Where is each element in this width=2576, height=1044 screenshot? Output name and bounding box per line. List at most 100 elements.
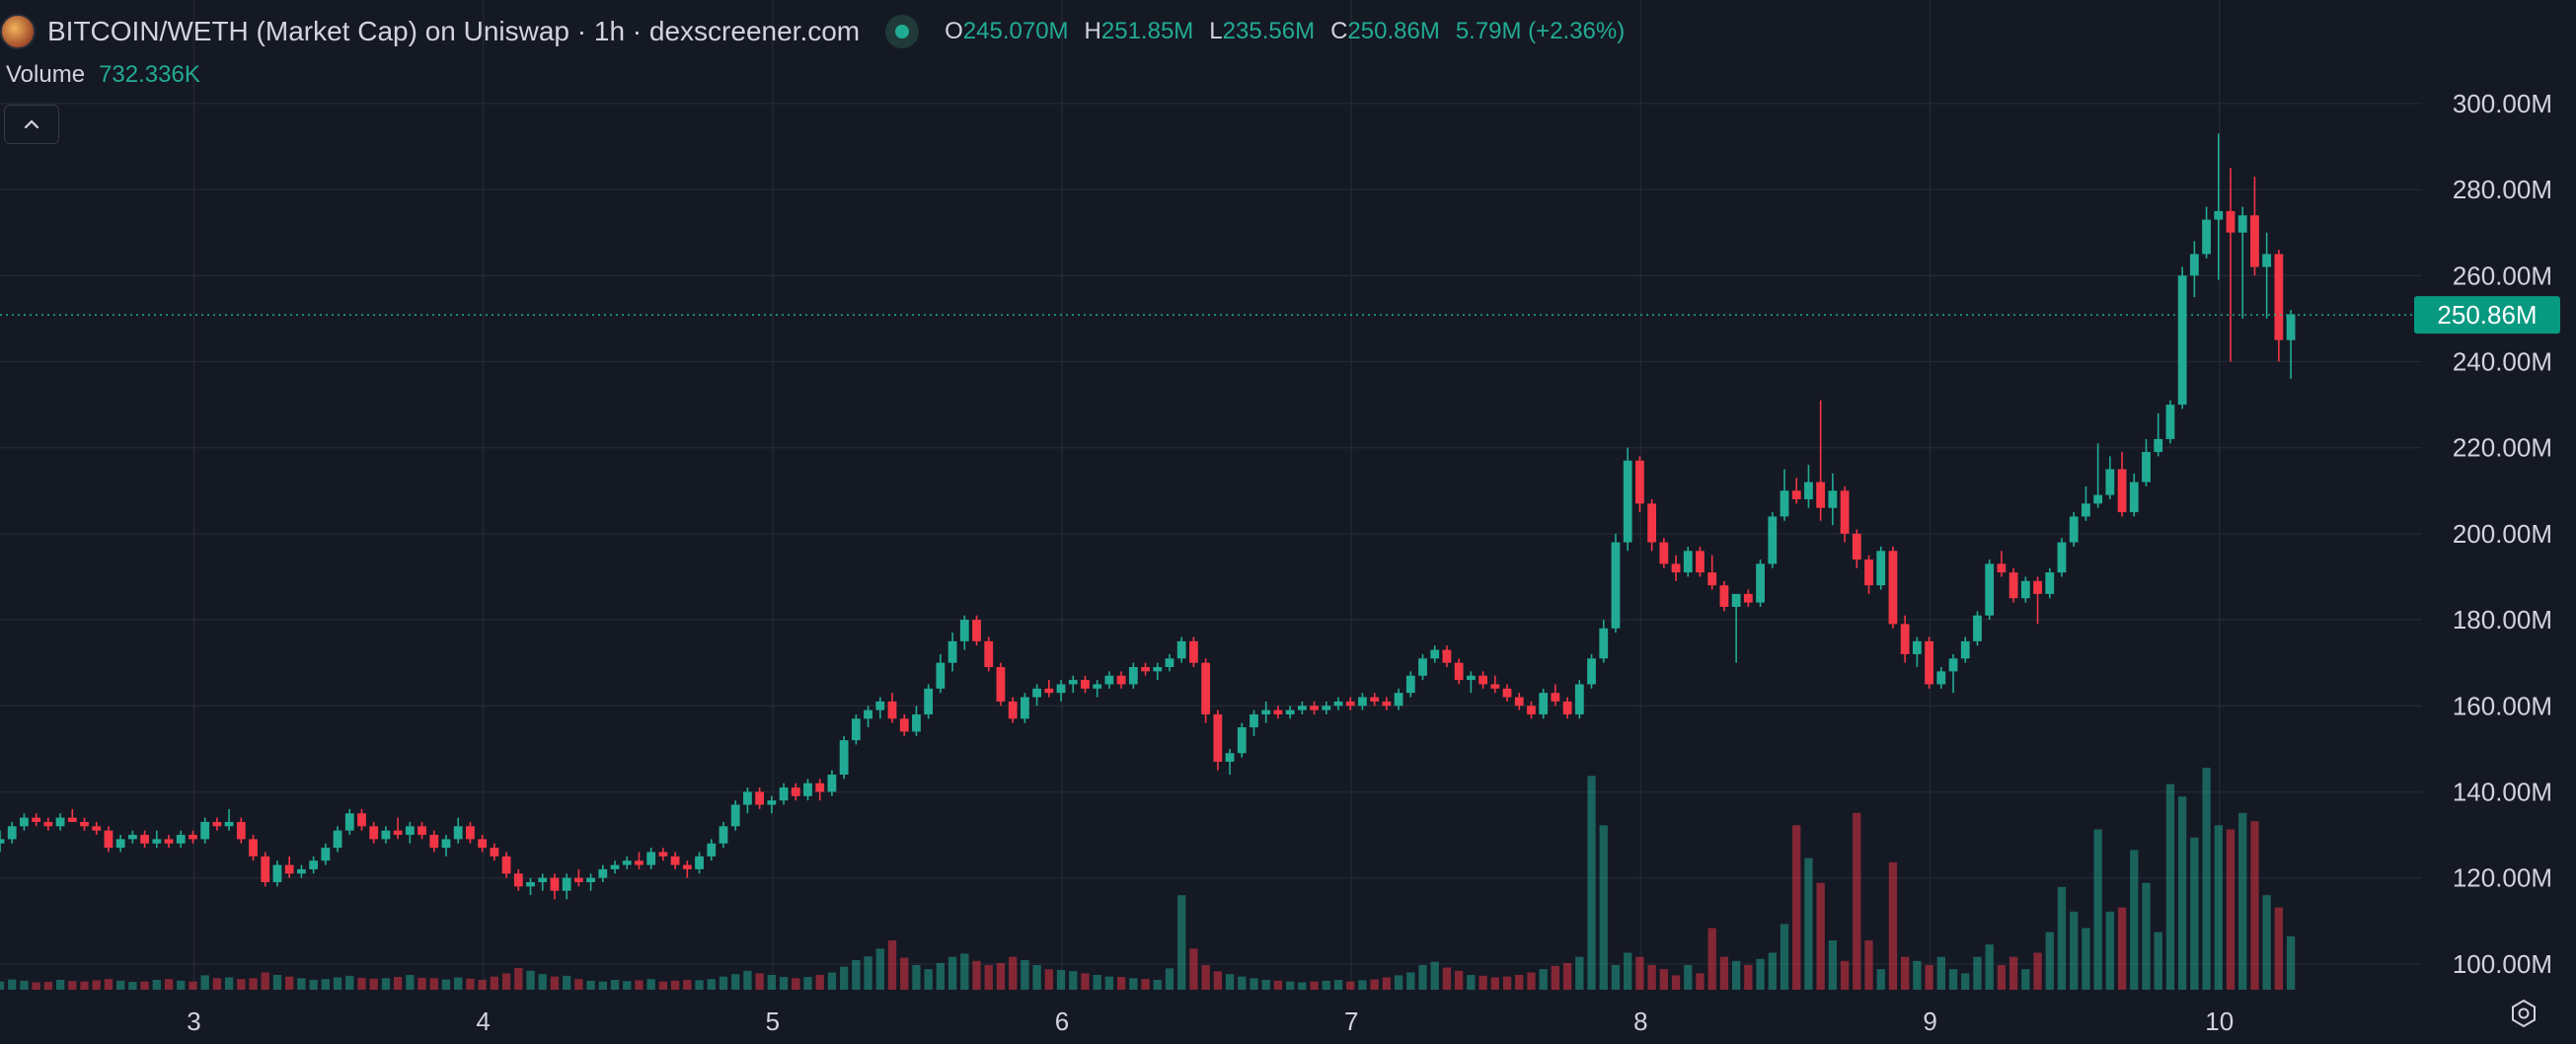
candle-body — [164, 839, 174, 844]
candle — [1780, 469, 1789, 521]
volume-bar — [2117, 907, 2127, 990]
volume-bar — [574, 979, 583, 990]
candle — [1128, 662, 1138, 689]
candle-body — [2033, 580, 2042, 594]
candle-body — [1297, 706, 1307, 710]
chart-settings-button[interactable] — [2507, 997, 2540, 1030]
candle — [453, 817, 463, 844]
volume-bar — [357, 977, 366, 990]
candle-body — [1876, 551, 1886, 586]
price-axis[interactable]: 100.00M 120.00M 140.00M 160.00M 180.00M 200.0… — [2453, 89, 2552, 979]
volume-bar — [2130, 850, 2139, 990]
candle — [1333, 697, 1343, 710]
candle-body — [80, 821, 89, 827]
candles[interactable] — [0, 133, 2296, 900]
candle-body — [466, 826, 475, 840]
candle-body — [297, 868, 306, 874]
candle-body — [1514, 697, 1524, 707]
candle — [1707, 555, 1717, 590]
candle — [815, 779, 825, 801]
candle — [32, 813, 41, 827]
coin-logo-icon — [0, 14, 36, 49]
volume-bar — [1816, 882, 1825, 990]
volume-bar — [1515, 975, 1524, 990]
volume-bar — [864, 956, 872, 990]
candle-body — [1816, 482, 1826, 508]
candle-body — [912, 713, 921, 732]
candle — [959, 615, 969, 650]
candle — [1032, 684, 1041, 707]
candle-body — [1960, 640, 1970, 659]
candle — [55, 813, 65, 831]
candle-body — [2008, 572, 2018, 599]
candle-body — [1213, 713, 1223, 762]
time-axis[interactable]: 3 4 5 6 7 8 9 10 — [187, 1007, 2234, 1036]
collapse-legend-button[interactable] — [4, 105, 59, 144]
candle — [1213, 709, 1223, 771]
candle-body — [249, 839, 258, 857]
candle-body — [2250, 215, 2259, 267]
candle-body — [1322, 706, 1331, 710]
candle-body — [562, 877, 571, 891]
volume-bar — [164, 979, 174, 990]
volume-bar — [1575, 956, 1584, 990]
volume-bar — [1322, 980, 1330, 990]
candle — [2165, 400, 2175, 444]
volume-bar — [55, 980, 65, 990]
volume-bar — [237, 979, 246, 990]
candle-body — [1768, 516, 1778, 564]
candle — [1430, 645, 1440, 663]
candle — [1791, 478, 1801, 504]
volume-bar — [2214, 825, 2223, 990]
candle — [2142, 438, 2151, 486]
volume-bar — [1285, 981, 1295, 990]
candle-body — [827, 775, 837, 792]
y-tick-label: 180.00M — [2453, 605, 2552, 634]
candle — [719, 821, 728, 849]
candle — [1864, 555, 1873, 594]
candle-body — [1273, 709, 1283, 714]
volume-bar — [285, 976, 294, 990]
open-key: O — [945, 18, 963, 44]
candle — [1116, 671, 1126, 689]
close-key: C — [1330, 18, 1348, 44]
candle-body — [2286, 314, 2296, 340]
candle — [1599, 620, 1609, 663]
candle-body — [947, 640, 957, 663]
candle — [1731, 593, 1741, 663]
candle — [1696, 546, 1705, 577]
volume-bar — [2045, 932, 2054, 990]
candle-body — [1527, 706, 1536, 714]
y-tick-label: 280.00M — [2453, 175, 2552, 204]
candle-body — [1707, 572, 1717, 586]
candle-body — [1068, 680, 1078, 685]
candle — [1948, 653, 1958, 694]
volume-bar — [1913, 960, 1922, 990]
candle-body — [381, 830, 391, 840]
candle-body — [839, 740, 849, 776]
volume-bar — [1696, 973, 1705, 990]
candle — [610, 860, 620, 874]
volume-bar — [104, 979, 114, 990]
candle-body — [513, 873, 523, 887]
candle — [851, 713, 861, 745]
volume-bar — [1141, 979, 1150, 990]
candle — [1104, 671, 1114, 689]
volume-bar — [1358, 980, 1367, 990]
candle-body — [224, 821, 234, 827]
volume-bar — [731, 974, 740, 990]
volume-bar — [1310, 981, 1319, 990]
volume-bar — [43, 982, 53, 990]
volume-bar — [1527, 972, 1536, 990]
candle-body — [176, 835, 186, 844]
candle — [936, 653, 946, 694]
volume-bar — [1382, 977, 1392, 990]
candle-body — [803, 783, 812, 796]
candle-body — [1574, 684, 1584, 714]
candle — [1008, 697, 1018, 723]
volume-bar — [1430, 961, 1439, 990]
volume-bar — [2008, 956, 2018, 990]
candle — [695, 852, 704, 874]
candle — [1828, 473, 1838, 526]
